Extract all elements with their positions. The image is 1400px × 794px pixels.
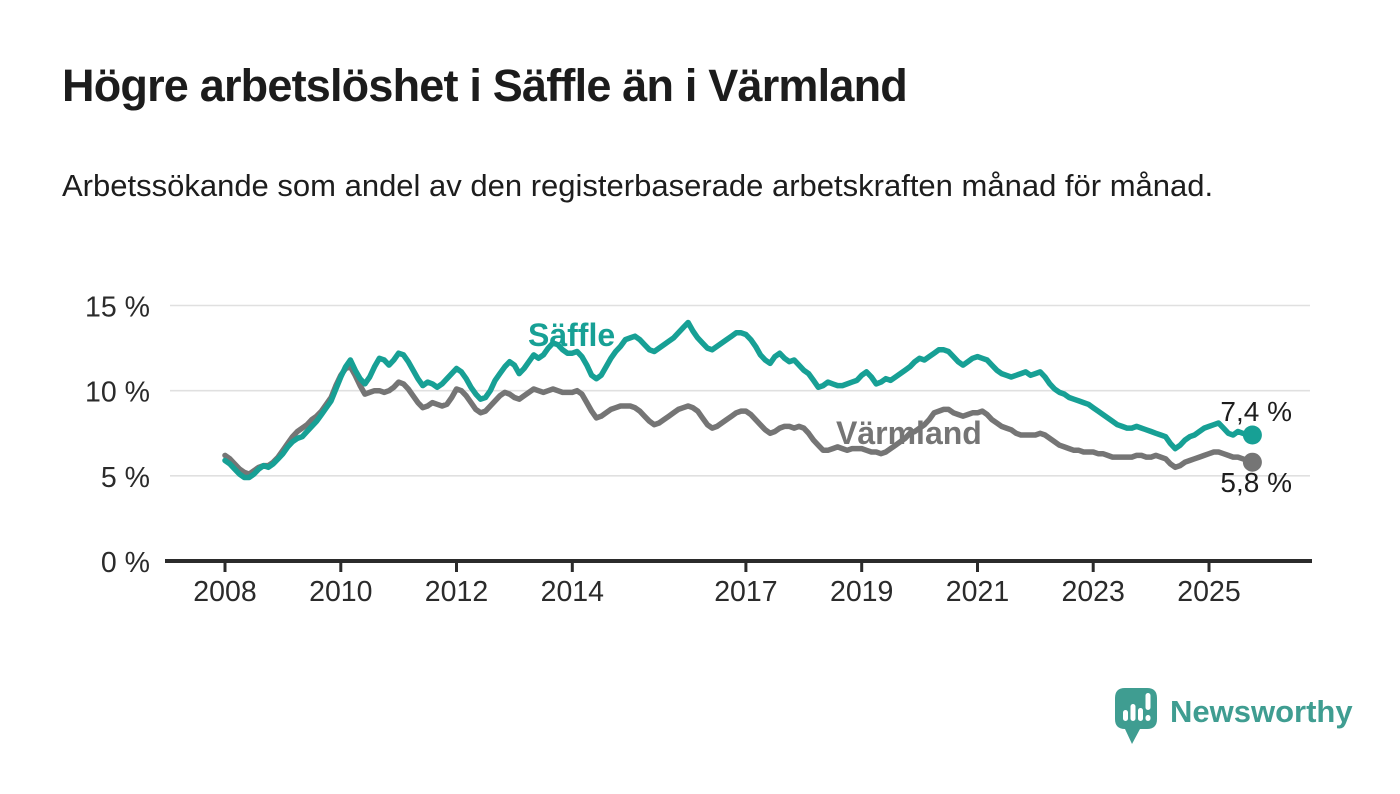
- y-axis-tick-label: 15 %: [85, 292, 150, 324]
- series-end-dot-varmland: [1242, 452, 1262, 472]
- newsworthy-wordmark: Newsworthy: [1170, 694, 1353, 729]
- end-value-label-saffle: 7,4 %: [1220, 396, 1292, 427]
- logo-bar-small: [1123, 710, 1128, 721]
- y-axis-tick-label: 5 %: [101, 462, 150, 494]
- chart-subtitle: Arbetssökande som andel av den registerb…: [62, 168, 1214, 203]
- logo-exclamation-dot: [1145, 715, 1151, 721]
- newsworthy-logo-icon: [1115, 688, 1157, 744]
- y-axis-tick-label: 0 %: [101, 547, 150, 579]
- series-label-saffle: Säffle: [528, 317, 615, 353]
- x-axis-tick-label: 2012: [425, 576, 488, 608]
- x-axis-tick-label: 2010: [309, 576, 372, 608]
- series-end-dot-saffle: [1242, 425, 1262, 445]
- x-axis-tick-label: 2008: [193, 576, 256, 608]
- x-axis-tick-label: 2017: [714, 576, 777, 608]
- logo-bar-tall: [1130, 704, 1136, 721]
- y-axis-tick-label: 10 %: [85, 377, 150, 409]
- page-title: Högre arbetslöshet i Säffle än i Värmlan…: [62, 60, 908, 111]
- x-axis-tick-label: 2019: [830, 576, 893, 608]
- x-axis-tick-label: 2023: [1061, 576, 1124, 608]
- x-axis-tick-label: 2014: [541, 576, 605, 608]
- series-line-saffle: [222, 319, 1256, 481]
- logo-bar-medium: [1138, 708, 1143, 721]
- series-label-varmland: Värmland: [836, 415, 982, 451]
- logo-speech-bubble: [1115, 688, 1157, 744]
- end-value-label-varmland: 5,8 %: [1220, 467, 1292, 498]
- x-axis-tick-label: 2025: [1177, 576, 1240, 608]
- logo-exclamation-bar: [1145, 693, 1151, 710]
- series-line-varmland: [222, 364, 1256, 477]
- x-axis-tick-label: 2021: [946, 576, 1009, 608]
